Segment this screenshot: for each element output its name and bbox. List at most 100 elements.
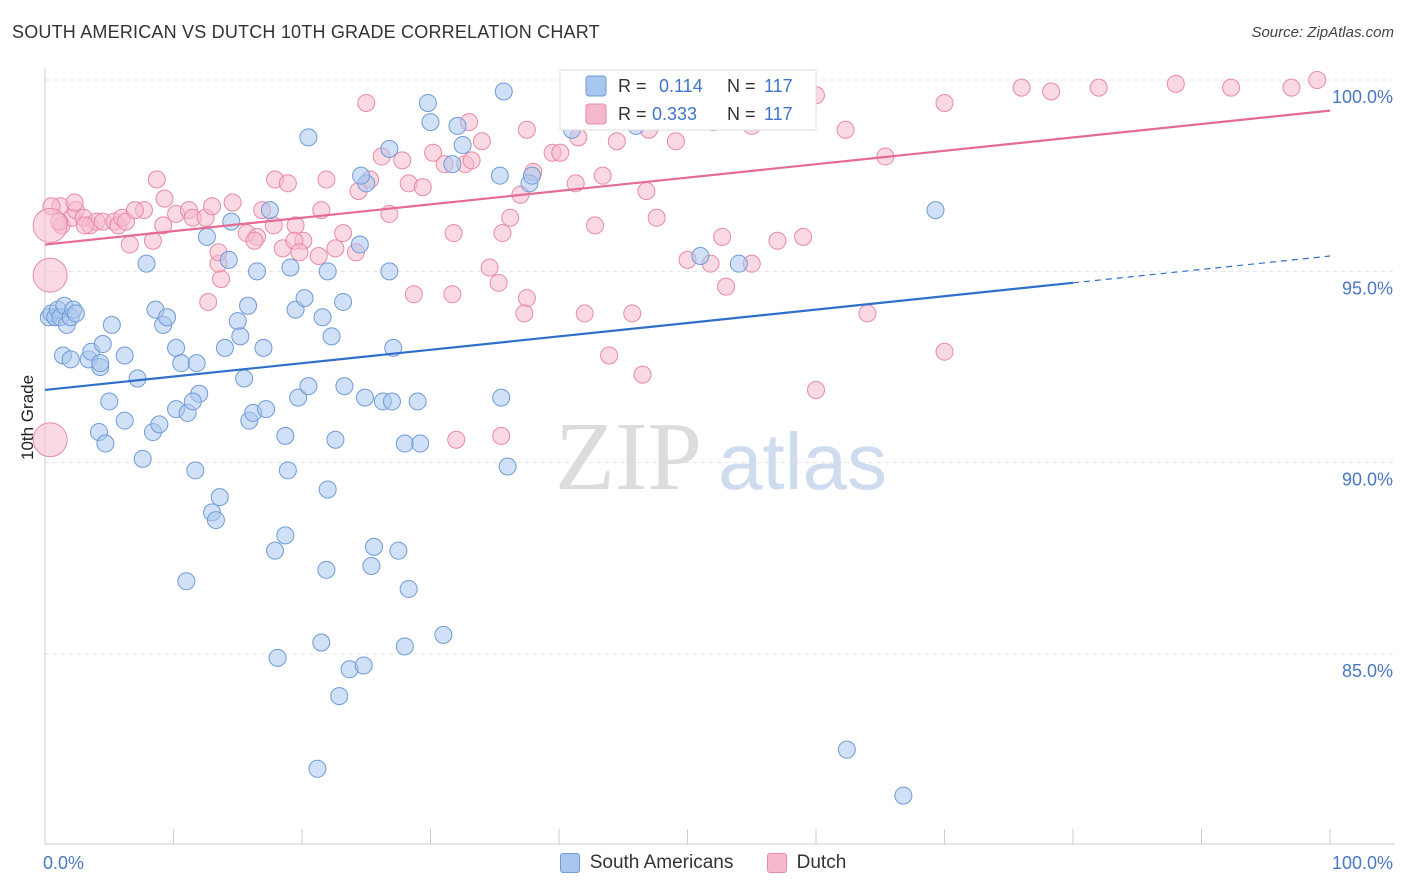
dutch-point (1166, 74, 1185, 93)
south-american-point (326, 430, 345, 449)
legend-n-label-pink: N = (727, 104, 756, 124)
dutch-point (309, 247, 328, 266)
south-american-point (268, 648, 287, 667)
legend-label-dutch: Dutch (796, 852, 847, 873)
dutch-point (147, 170, 166, 189)
south-american-point (418, 93, 437, 112)
south-american-point (354, 656, 373, 675)
south-american-point (167, 338, 186, 357)
south-american-point (408, 392, 427, 411)
dutch-point (480, 258, 499, 277)
dutch-point (404, 285, 423, 304)
dutch-point (65, 193, 84, 212)
south-american-point (926, 201, 945, 220)
south-american-point (350, 235, 369, 254)
south-american-point (729, 254, 748, 273)
south-american-point (492, 388, 511, 407)
south-american-point (276, 426, 295, 445)
south-american-point (299, 377, 318, 396)
south-american-point (313, 308, 332, 327)
south-american-point (239, 296, 258, 315)
south-american-point (115, 411, 134, 430)
grid-lines (45, 79, 1395, 655)
legend-r-label-pink: R = (618, 104, 647, 124)
dutch-point (1012, 78, 1031, 97)
legend-item-dutch[interactable]: Dutch (766, 852, 847, 874)
south-american-point (382, 392, 401, 411)
south-american-points (39, 82, 945, 805)
dutch-point (858, 304, 877, 323)
dutch-point (585, 216, 604, 235)
dutch-point (492, 426, 511, 445)
dutch-point (551, 143, 570, 162)
south-american-point (235, 369, 254, 388)
south-american-point (93, 335, 112, 354)
south-american-trend-line (44, 281, 1074, 392)
south-american-point (318, 480, 337, 499)
legend-swatch-dutch (766, 853, 787, 873)
correlation-legend: R = 0.114 N = 117 R = 0.333 N = 117 (559, 69, 817, 131)
south-american-point (490, 166, 509, 185)
south-american-point (411, 434, 430, 453)
dutch-point (393, 151, 412, 170)
south-american-point (395, 434, 414, 453)
dutch-point (600, 346, 619, 365)
dutch-point (317, 170, 336, 189)
south-american-point (494, 82, 513, 101)
south-american-point (355, 388, 374, 407)
dutch-point (199, 292, 218, 311)
x-tick-label-max: 100.0% (1332, 853, 1393, 873)
dutch-point (493, 224, 512, 243)
south-american-point (257, 400, 276, 419)
south-american-point (395, 637, 414, 656)
south-american-point (266, 541, 285, 560)
legend-n-value-blue: 117 (764, 76, 793, 96)
dutch-point (444, 224, 463, 243)
south-american-point (128, 369, 147, 388)
south-american-point (115, 346, 134, 365)
south-american-point (210, 488, 229, 507)
legend-r-label-blue: R = (618, 76, 647, 96)
south-american-point (187, 354, 206, 373)
south-american-point (150, 415, 169, 434)
dutch-point (125, 201, 144, 220)
dutch-point (836, 120, 855, 139)
south-american-point (215, 338, 234, 357)
legend-item-south-americans[interactable]: South Americans (559, 852, 733, 874)
south-american-point (260, 201, 279, 220)
dutch-point (1089, 78, 1108, 97)
dutch-point (566, 174, 585, 193)
dutch-point (326, 239, 345, 258)
dutch-point (75, 216, 94, 235)
dutch-large-point (32, 257, 68, 293)
south-american-point (206, 511, 225, 530)
bottom-legend: South Americans Dutch (0, 852, 1406, 879)
dutch-point (489, 273, 508, 292)
dutch-points (32, 71, 1327, 458)
watermark-zip: ZIP (555, 403, 702, 511)
dutch-point (154, 216, 173, 235)
dutch-point (472, 132, 491, 151)
dutch-large-point (32, 422, 68, 458)
south-american-point (389, 541, 408, 560)
south-american-point (137, 254, 156, 273)
dutch-point (623, 304, 642, 323)
dutch-point (278, 174, 297, 193)
south-american-point (158, 308, 177, 327)
south-american-point (322, 327, 341, 346)
south-american-point (380, 262, 399, 281)
south-american-point (352, 166, 371, 185)
dutch-point (575, 304, 594, 323)
y-tick-label: 100.0% (1332, 87, 1393, 107)
dutch-point (447, 430, 466, 449)
source-label: Source: ZipAtlas.com (1251, 24, 1394, 41)
south-american-point (443, 155, 462, 174)
south-american-point (248, 262, 267, 281)
dutch-point (807, 380, 825, 399)
y-tick-label: 90.0% (1342, 470, 1393, 490)
dutch-point (593, 166, 612, 185)
dutch-point (607, 132, 626, 151)
south-american-point (276, 526, 295, 545)
south-american-point (172, 354, 191, 373)
